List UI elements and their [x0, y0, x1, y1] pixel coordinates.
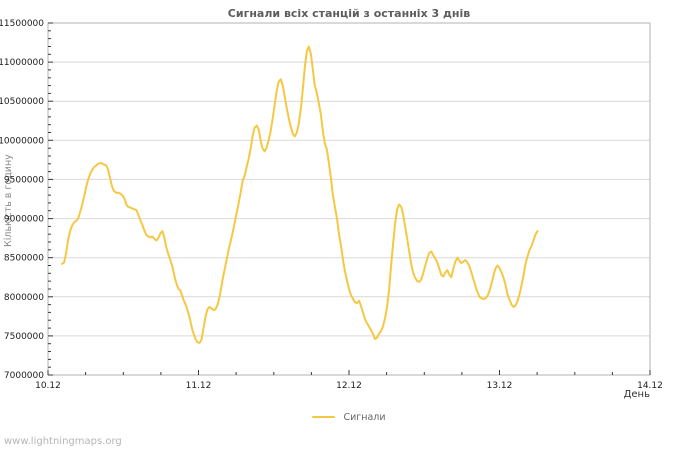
y-tick-label: 10000000 [0, 136, 44, 146]
y-tick-label: 7000000 [4, 371, 44, 381]
x-tick-label: 12.12 [336, 381, 362, 391]
y-tick-label: 9000000 [4, 215, 44, 225]
legend-line-swatch [312, 416, 336, 418]
legend-label: Сигнали [343, 411, 386, 423]
y-tick-label: 8000000 [4, 293, 44, 303]
y-tick-label: 11500000 [0, 19, 44, 29]
y-tick-label: 7500000 [4, 332, 44, 342]
chart-title: Сигнали всіх станцій з останніх 3 днів [227, 7, 471, 20]
plot-border [47, 22, 651, 376]
y-tick-label: 8500000 [4, 254, 44, 264]
x-tick-label: 10.12 [35, 381, 61, 391]
legend: Сигнали [48, 410, 650, 424]
x-axis-label: День [623, 389, 650, 400]
y-tick-label: 9500000 [4, 175, 44, 185]
y-tick-label: 10500000 [0, 97, 44, 107]
x-tick-label: 14.12 [637, 381, 663, 391]
watermark: www.lightningmaps.org [4, 436, 122, 447]
y-tick-label: 11000000 [0, 58, 44, 68]
x-tick-label: 11.12 [186, 381, 212, 391]
x-tick-label: 13.12 [487, 381, 513, 391]
signals-series-line [61, 45, 539, 344]
